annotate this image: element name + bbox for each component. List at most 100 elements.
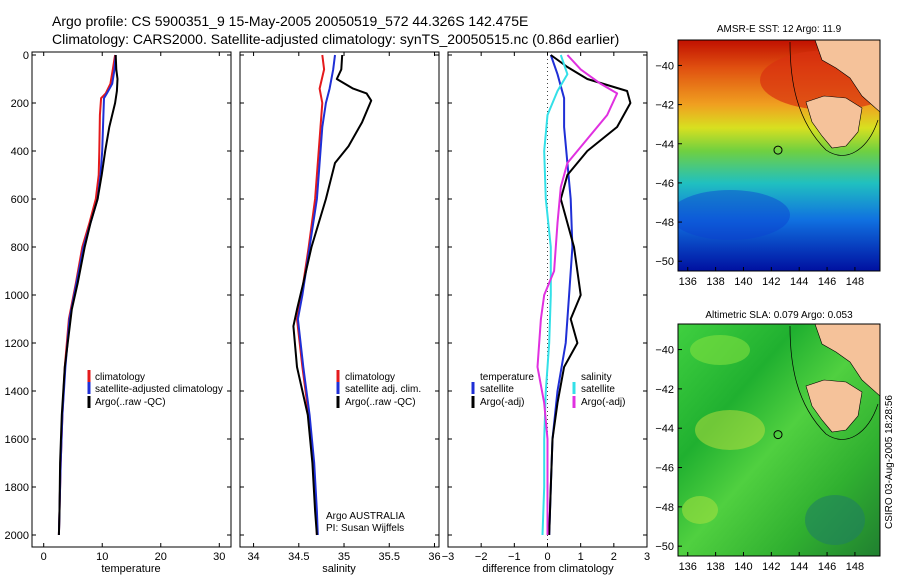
series-line-argo-raw-qc- <box>57 54 119 536</box>
map-y-tick-label: −44 <box>655 423 674 435</box>
salinity-x-ticks: 34 34.5 35 35.5 36 <box>247 52 441 563</box>
sla-patch-4 <box>682 496 718 524</box>
y-tick-label: 400 <box>11 146 29 158</box>
sla-map-title: Altimetric SLA: 0.079 Argo: 0.053 <box>705 310 853 321</box>
legend-label-satellite: satellite-adjusted climatology <box>95 384 223 395</box>
sst-map-y-ticks: −40 −42 −44 −46 −48 −50 <box>655 60 682 268</box>
salinity-xlabel: salinity <box>322 563 356 575</box>
map-x-tick-label: 146 <box>818 561 836 573</box>
sst-mainland <box>814 40 880 113</box>
map-y-tick-label: −42 <box>655 100 674 112</box>
x-tick-label: 0 <box>544 551 550 563</box>
sla-mainland <box>814 324 880 397</box>
sla-patch-2 <box>695 410 765 450</box>
sst-map-panel: AMSR-E SST: 12 Argo: 11.9 136 138 140 142 14… <box>655 24 881 288</box>
sst-map-frame <box>677 39 881 272</box>
legend-label-argo: Argo(..raw -QC) <box>345 397 416 408</box>
series-line-salinity-satellite <box>541 54 569 536</box>
map-x-tick-label: 142 <box>762 276 780 288</box>
legend-label-argo: Argo(..raw -QC) <box>95 397 166 408</box>
sla-float-marker <box>773 430 783 440</box>
map-x-tick-label: 136 <box>679 561 697 573</box>
sla-tasmania <box>805 379 863 433</box>
y-tick-label: 1000 <box>5 290 29 302</box>
legend-label-temp-argo: Argo(-adj) <box>480 397 524 408</box>
map-y-tick-label: −50 <box>655 541 674 553</box>
x-tick-label: 3 <box>644 551 650 563</box>
sla-map-x-ticks: 136 138 140 142 144 146 148 <box>679 552 864 573</box>
x-tick-label: 36 <box>428 551 440 563</box>
y-tick-label: 200 <box>11 98 29 110</box>
x-tick-label: 30 <box>213 551 225 563</box>
legend-title-salinity: salinity <box>581 372 612 383</box>
difference-y-ticks <box>448 54 647 536</box>
y-tick-label: 800 <box>11 242 29 254</box>
map-x-tick-label: 146 <box>818 276 836 288</box>
y-tick-label: 2000 <box>5 530 29 542</box>
difference-panel: −3 −2 −1 0 1 2 3 difference from climatology t… <box>442 51 650 575</box>
temperature-y-ticks: 0 200 400 600 800 1000 1200 1400 1600 1800 2000 <box>5 50 231 542</box>
x-tick-label: 35 <box>338 551 350 563</box>
map-y-tick-label: −48 <box>655 502 674 514</box>
legend-label-sal-argo: Argo(-adj) <box>581 397 625 408</box>
series-line-temperature-satellite <box>548 54 574 536</box>
map-y-tick-label: −46 <box>655 178 674 190</box>
difference-xlabel: difference from climatology <box>482 563 614 575</box>
sla-depth-contour <box>789 325 879 440</box>
temperature-xlabel: temperature <box>101 563 160 575</box>
temperature-legend: climatology satellite-adjusted climatolo… <box>87 370 223 408</box>
x-tick-label: 0 <box>41 551 47 563</box>
series-line-salinity-argo-adj- <box>536 54 619 535</box>
map-x-tick-label: 138 <box>706 276 724 288</box>
y-tick-label: 0 <box>23 50 29 62</box>
map-x-tick-label: 140 <box>734 561 752 573</box>
footer-organisation: Argo AUSTRALIA <box>326 511 405 522</box>
sst-depth-contour <box>789 41 879 156</box>
salinity-y-ticks <box>240 54 439 536</box>
x-tick-label: 2 <box>611 551 617 563</box>
sst-float-marker <box>773 145 783 155</box>
sst-map-title: AMSR-E SST: 12 Argo: 11.9 <box>717 24 842 35</box>
legend-label-satellite: satellite adj. clim. <box>345 384 421 395</box>
sla-patch-1 <box>690 335 750 365</box>
sst-map-x-ticks: 136 138 140 142 144 146 148 <box>679 267 864 288</box>
map-x-tick-label: 140 <box>734 276 752 288</box>
map-y-tick-label: −42 <box>655 384 674 396</box>
timestamp-label: CSIRO 03-Aug-2005 18:28:56 <box>884 395 895 529</box>
y-tick-label: 1600 <box>5 434 29 446</box>
difference-series <box>536 54 632 536</box>
temperature-series <box>57 54 119 536</box>
temperature-axes-frame <box>31 51 232 548</box>
y-tick-label: 1400 <box>5 386 29 398</box>
series-line-climatology <box>57 54 117 536</box>
difference-legend-temperature: temperature satellite Argo(-adj) <box>471 372 534 408</box>
legend-label-climatology: climatology <box>345 372 395 383</box>
sst-cool-patch <box>678 190 790 240</box>
series-line-argo-raw-qc- <box>292 54 373 536</box>
legend-label-temp-satellite: satellite <box>480 384 514 395</box>
map-y-tick-label: −44 <box>655 139 674 151</box>
series-line-temperature-argo-adj- <box>548 54 632 536</box>
sla-map-y-ticks: −40 −42 −44 −46 −48 −50 <box>655 345 682 553</box>
map-y-tick-label: −40 <box>655 345 674 357</box>
x-tick-label: 20 <box>155 551 167 563</box>
map-y-tick-label: −40 <box>655 60 674 72</box>
x-tick-label: 35.5 <box>379 551 400 563</box>
x-tick-label: −2 <box>475 551 488 563</box>
temperature-x-ticks: 0 10 20 30 <box>41 52 225 563</box>
map-x-tick-label: 138 <box>706 561 724 573</box>
y-tick-label: 1200 <box>5 338 29 350</box>
x-tick-label: 1 <box>578 551 584 563</box>
y-tick-label: 1800 <box>5 482 29 494</box>
map-x-tick-label: 144 <box>790 561 808 573</box>
sla-map-panel: Altimetric SLA: 0.079 Argo: 0.053 136 138… <box>655 310 881 573</box>
difference-x-ticks: −3 −2 −1 0 1 2 3 <box>442 52 650 563</box>
y-tick-label: 600 <box>11 194 29 206</box>
header-line1: Argo profile: CS 5900351_9 15-May-2005 2… <box>52 13 528 29</box>
map-x-tick-label: 142 <box>762 561 780 573</box>
x-tick-label: 34.5 <box>288 551 309 563</box>
legend-label-sal-satellite: satellite <box>581 384 615 395</box>
legend-title-temperature: temperature <box>480 372 534 383</box>
series-line-satellite-adj-clim- <box>296 54 336 536</box>
